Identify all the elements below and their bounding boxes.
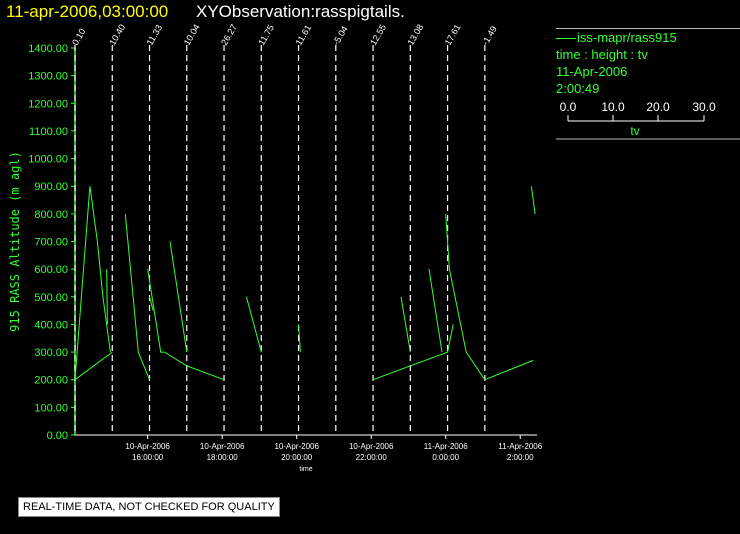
x-tick-label: 0:00:00 [432, 453, 459, 462]
data-series-line [298, 324, 301, 353]
legend-time: 2:00:49 [556, 81, 600, 96]
x-tick-label: 2:00:00 [507, 453, 534, 462]
time-marker-label: 11.61 [294, 23, 314, 47]
chart-date: 11-apr-2006,03:00:00 [6, 2, 169, 21]
y-axis-label: 915 RASS Altitude (m agl) [8, 151, 22, 332]
x-tick-label: 20:00:00 [281, 453, 313, 462]
legend-line-icon [556, 38, 576, 40]
x-tick-label: 10-Apr-2006 [349, 442, 394, 451]
y-tick-label: 500.00 [34, 292, 68, 304]
x-tick-label: 10-Apr-2006 [274, 442, 319, 451]
legend: iss-mapr/rass915 time : height : tv 11-A… [556, 28, 740, 159]
y-tick-label: 1200.00 [28, 98, 68, 110]
scale-label: tv [630, 124, 639, 138]
y-tick-label: 200.00 [34, 375, 68, 387]
x-tick-label: 18:00:00 [207, 453, 239, 462]
time-marker-label: 0.10 [70, 27, 87, 47]
x-tick-label: 11-Apr-2006 [424, 442, 468, 451]
scale-tick-label: 10.0 [601, 100, 625, 114]
y-tick-label: 1000.00 [28, 154, 68, 166]
data-series-line [147, 269, 225, 381]
data-series-line [124, 213, 150, 380]
legend-series: iss-mapr/rass915 [556, 29, 740, 46]
x-tick-label: 16:00:00 [132, 453, 164, 462]
data-series-line [400, 296, 411, 353]
data-series-line [372, 324, 454, 381]
data-series-line [169, 241, 188, 353]
scale-tick-label: 30.0 [692, 100, 716, 114]
y-tick-label: 300.00 [34, 347, 68, 359]
data-series-line [74, 186, 111, 380]
data-series-line [106, 269, 108, 325]
legend-date: 11-Apr-2006 [556, 64, 628, 79]
scale-tick-label: 0.0 [560, 100, 577, 114]
x-tick-label: 10-Apr-2006 [125, 442, 170, 451]
y-tick-label: 0.00 [47, 430, 68, 442]
x-tick-label: 22:00:00 [356, 453, 388, 462]
y-tick-label: 100.00 [34, 402, 68, 414]
data-series-line [530, 186, 536, 214]
y-tick-label: 900.00 [34, 181, 68, 193]
time-marker-label: 12.55 [368, 22, 388, 47]
time-marker-label: 11.75 [256, 23, 276, 47]
time-marker-label: 26.27 [219, 22, 239, 47]
x-tick-label: 11-Apr-2006 [498, 442, 542, 451]
time-marker-label: 17.61 [443, 22, 463, 47]
time-marker-label: 10.40 [107, 22, 127, 47]
y-tick-label: 1100.00 [29, 126, 68, 138]
chart-title: XYObservation:rasspigtails. [196, 2, 405, 21]
y-tick-label: 800.00 [34, 209, 68, 221]
time-marker-label: -1.49 [480, 24, 499, 47]
time-marker-label: 13.08 [405, 22, 425, 47]
legend-series-label: iss-mapr/rass915 [577, 30, 677, 45]
quality-note: REAL-TIME DATA, NOT CHECKED FOR QUALITY [18, 497, 280, 517]
data-series-line [245, 296, 262, 353]
time-marker-label: -5.04 [331, 24, 350, 47]
scale-tick-label: 20.0 [646, 100, 670, 114]
y-tick-label: 600.00 [34, 264, 68, 276]
time-marker-label: 11.33 [145, 23, 165, 47]
y-tick-label: 700.00 [34, 237, 68, 249]
data-series-line [428, 269, 443, 353]
legend-axes: time : height : tv [556, 47, 648, 62]
x-axis-label: time [299, 466, 312, 473]
y-tick-label: 400.00 [34, 319, 68, 331]
data-series-line [74, 351, 113, 381]
x-tick-label: 10-Apr-2006 [200, 442, 245, 451]
y-tick-label: 1400.00 [28, 43, 68, 55]
legend-scale: 0.0 10.0 20.0 30.0 tv [556, 100, 740, 140]
data-series-line [445, 213, 486, 380]
legend-divider [556, 28, 740, 29]
y-tick-label: 1300.00 [28, 71, 68, 83]
time-marker-label: 10.04 [182, 22, 202, 47]
data-series-line [149, 296, 154, 311]
data-series-line [484, 359, 534, 381]
